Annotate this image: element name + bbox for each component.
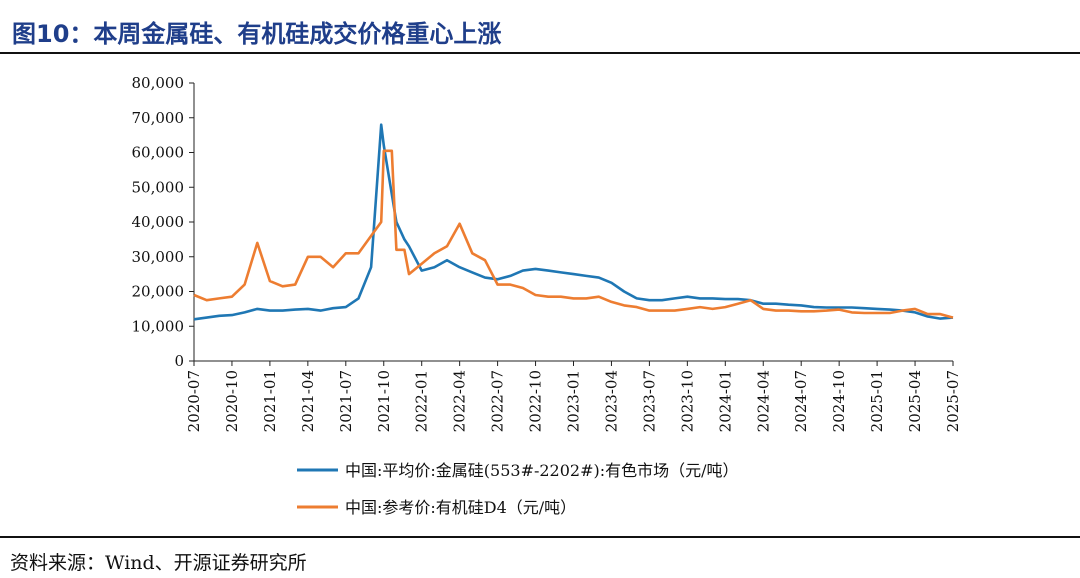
chart-series: [193, 123, 954, 321]
figure-title: 图10：本周金属硅、有机硅成交价格重心上涨: [12, 20, 502, 48]
x-tick-label: 2022-01: [413, 370, 431, 432]
x-tick-label: 2023-01: [565, 370, 583, 432]
y-tick-label: 50,000: [132, 178, 185, 196]
chart-legend: 中国:平均价:金属硅(553#-2202#):有色市场（元/吨） 中国:参考价:有…: [297, 461, 739, 517]
x-tick-label: 2024-04: [754, 370, 772, 432]
x-tick-label: 2020-07: [185, 370, 203, 432]
x-tick-label: 2024-01: [716, 370, 734, 432]
y-tick-label: 80,000: [132, 74, 185, 92]
x-tick-label: 2024-07: [792, 370, 810, 432]
y-tick-label: 70,000: [132, 109, 185, 127]
x-tick-label: 2023-07: [640, 370, 658, 432]
x-tick-label: 2025-07: [944, 370, 962, 432]
y-tick-label: 10,000: [132, 317, 185, 335]
legend-label-1: 中国:平均价:金属硅(553#-2202#):有色市场（元/吨）: [345, 461, 739, 480]
x-tick-label: 2025-04: [906, 370, 924, 432]
y-tick-label: 20,000: [132, 283, 185, 301]
x-tick-label: 2021-01: [261, 370, 279, 432]
x-tick-label: 2020-10: [223, 370, 241, 432]
chart-axes: 0 10,000 20,000 30,000 40,000 50,000 60,000 70,…: [132, 74, 963, 432]
y-tick-label: 60,000: [132, 144, 185, 162]
y-tick-label: 30,000: [132, 248, 185, 266]
x-tick-label: 2022-07: [489, 370, 507, 432]
x-tick-label: 2024-10: [830, 370, 848, 432]
x-tick-label: 2023-04: [602, 370, 620, 432]
y-tick-label: 40,000: [132, 213, 185, 231]
x-tick-label: 2022-04: [451, 370, 469, 432]
x-tick-label: 2022-10: [527, 370, 545, 432]
source-note: 资料来源：Wind、开源证券研究所: [10, 552, 307, 574]
legend-label-2: 中国:参考价:有机硅D4（元/吨）: [345, 498, 576, 517]
y-tick-label: 0: [174, 352, 184, 370]
x-tick-label: 2025-01: [868, 370, 886, 432]
top-rule: [0, 52, 1080, 54]
x-tick-label: 2023-10: [678, 370, 696, 432]
x-tick-label: 2021-10: [375, 370, 393, 432]
bottom-rule: [0, 536, 1080, 538]
x-tick-label: 2021-04: [299, 370, 317, 432]
series-line-2: [193, 149, 954, 319]
series-line-1: [193, 123, 954, 321]
x-tick-label: 2021-07: [337, 370, 355, 432]
